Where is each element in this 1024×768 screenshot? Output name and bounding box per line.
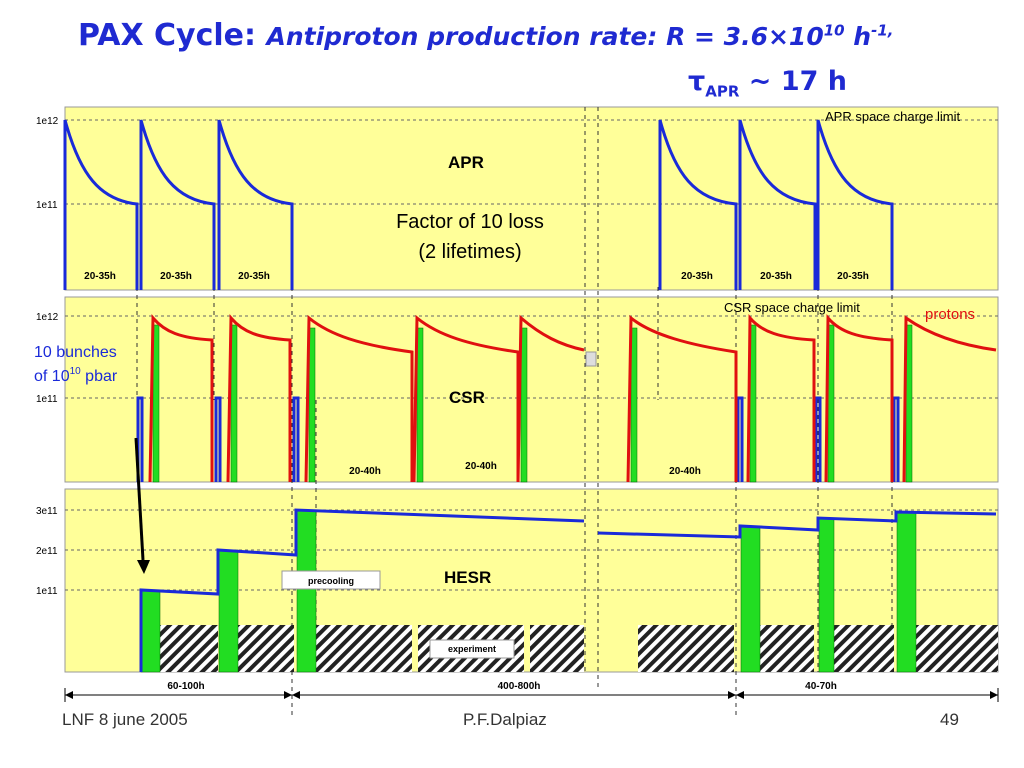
csr-green-bars — [152, 324, 913, 483]
slide-title: PAX Cycle: Antiproton production rate: R… — [78, 18, 893, 53]
precooling-box — [281, 570, 381, 590]
csr-y-tick: 1e12 — [36, 312, 59, 323]
apr-limit-label: APR space charge limit — [825, 109, 960, 124]
csr-duration-label: 20-40h — [669, 466, 701, 477]
apr-curves — [63, 119, 894, 290]
footer-left: LNF 8 june 2005 — [62, 710, 188, 729]
factor-loss-line1: Factor of 10 loss — [396, 211, 544, 233]
bunch-arrow — [134, 437, 145, 561]
title-subtitle: Antiproton production rate: R = 3.6×1010… — [266, 21, 894, 51]
hesr-panel-label: HESR — [444, 568, 491, 587]
factor-loss-line2: (2 lifetimes) — [418, 241, 521, 263]
hesr-y-tick: 3e11 — [36, 506, 58, 517]
csr-panel-label: CSR — [449, 388, 485, 407]
apr-duration-label: 20-35h — [837, 271, 869, 282]
csr-gap-marker — [585, 351, 597, 367]
apr-y-tick: 1e12 — [36, 116, 59, 127]
apr-duration-label: 20-35h — [238, 271, 270, 282]
hesr-y-tick: 1e11 — [36, 586, 58, 597]
apr-duration-label: 20-35h — [760, 271, 792, 282]
timeline-arrows — [64, 688, 999, 702]
timeline-label: 60-100h — [167, 681, 204, 692]
precooling-label: precooling — [308, 576, 354, 586]
apr-panel-label: APR — [448, 153, 484, 172]
title-main: PAX Cycle: — [78, 18, 257, 53]
bunch-arrowhead — [137, 560, 150, 574]
bunches-label-line1: 10 bunches — [34, 344, 117, 361]
timeline-label: 400-800h — [498, 681, 541, 692]
hesr-green-fills — [140, 509, 917, 673]
bunches-label-line2: of 1010 pbar — [34, 366, 118, 385]
csr-bunch-pulses — [136, 396, 900, 482]
csr-duration-label: 20-40h — [465, 461, 497, 472]
experiment-hatch — [160, 625, 998, 672]
csr-proton-curves — [148, 314, 997, 483]
apr-duration-label: 20-35h — [84, 271, 116, 282]
experiment-box — [429, 639, 515, 659]
experiment-label: experiment — [448, 644, 496, 654]
footer-page-number: 49 — [940, 710, 959, 729]
hesr-curve — [139, 508, 997, 672]
csr-limit-label: CSR space charge limit — [724, 300, 860, 315]
footer-author: P.F.Dalpiaz — [463, 710, 547, 729]
apr-panel — [64, 106, 999, 291]
hesr-y-tick: 2e11 — [36, 546, 58, 557]
title-lifetime: τAPR ~ 17 h — [688, 66, 848, 101]
apr-y-tick: 1e11 — [36, 200, 58, 211]
csr-y-tick: 1e11 — [36, 394, 58, 405]
timeline-label: 40-70h — [805, 681, 837, 692]
apr-duration-label: 20-35h — [681, 271, 713, 282]
apr-duration-label: 20-35h — [160, 271, 192, 282]
protons-label: protons — [925, 306, 975, 323]
csr-duration-label: 20-40h — [349, 466, 381, 477]
